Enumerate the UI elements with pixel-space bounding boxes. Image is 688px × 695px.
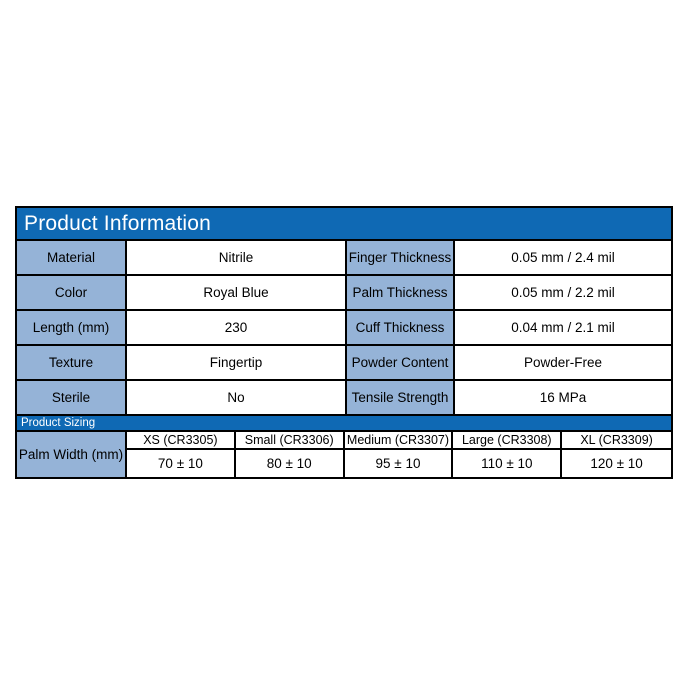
info-label-texture: Texture [17, 346, 127, 381]
info-label-sterile: Sterile [17, 381, 127, 416]
info-value-powder-content: Powder-Free [455, 346, 671, 381]
info-label-tensile-strength: Tensile Strength [347, 381, 455, 416]
table-title-bar: Product Information [17, 208, 671, 241]
info-value-tensile-strength: 16 MPa [455, 381, 671, 416]
sizing-row-label: Palm Width (mm) [17, 432, 127, 477]
sizing-header-xs: XS (CR3305) [127, 432, 236, 450]
info-value-palm-thickness: 0.05 mm / 2.2 mil [455, 276, 671, 311]
info-value-length: 230 [127, 311, 347, 346]
product-info-grid: Material Nitrile Finger Thickness 0.05 m… [17, 241, 671, 416]
info-label-powder-content: Powder Content [347, 346, 455, 381]
info-label-cuff-thickness: Cuff Thickness [347, 311, 455, 346]
info-value-finger-thickness: 0.05 mm / 2.4 mil [455, 241, 671, 276]
sizing-header-medium: Medium (CR3307) [344, 432, 454, 450]
info-value-color: Royal Blue [127, 276, 347, 311]
table-title: Product Information [24, 211, 212, 235]
info-label-length: Length (mm) [17, 311, 127, 346]
sizing-value-medium: 95 ± 10 [345, 450, 454, 477]
info-value-cuff-thickness: 0.04 mm / 2.1 mil [455, 311, 671, 346]
product-sizing-section-bar: Product Sizing [17, 416, 671, 432]
info-value-texture: Fingertip [127, 346, 347, 381]
sizing-value-xs: 70 ± 10 [127, 450, 236, 477]
info-label-material: Material [17, 241, 127, 276]
product-information-table: Product Information Material Nitrile Fin… [15, 206, 673, 479]
sizing-header-small: Small (CR3306) [235, 432, 345, 450]
info-label-color: Color [17, 276, 127, 311]
info-label-palm-thickness: Palm Thickness [347, 276, 455, 311]
sizing-header-large: Large (CR3308) [453, 432, 563, 450]
sizing-header-xl: XL (CR3309) [562, 432, 671, 450]
info-value-material: Nitrile [127, 241, 347, 276]
product-sizing-grid: Palm Width (mm) XS (CR3305) Small (CR330… [17, 432, 671, 477]
sizing-value-xl: 120 ± 10 [590, 456, 643, 471]
info-value-sterile: No [127, 381, 347, 416]
sizing-value-large: 110 ± 10 [453, 450, 563, 477]
product-sizing-title: Product Sizing [21, 417, 96, 429]
sizing-value-small: 80 ± 10 [236, 450, 345, 477]
info-label-finger-thickness: Finger Thickness [347, 241, 455, 276]
